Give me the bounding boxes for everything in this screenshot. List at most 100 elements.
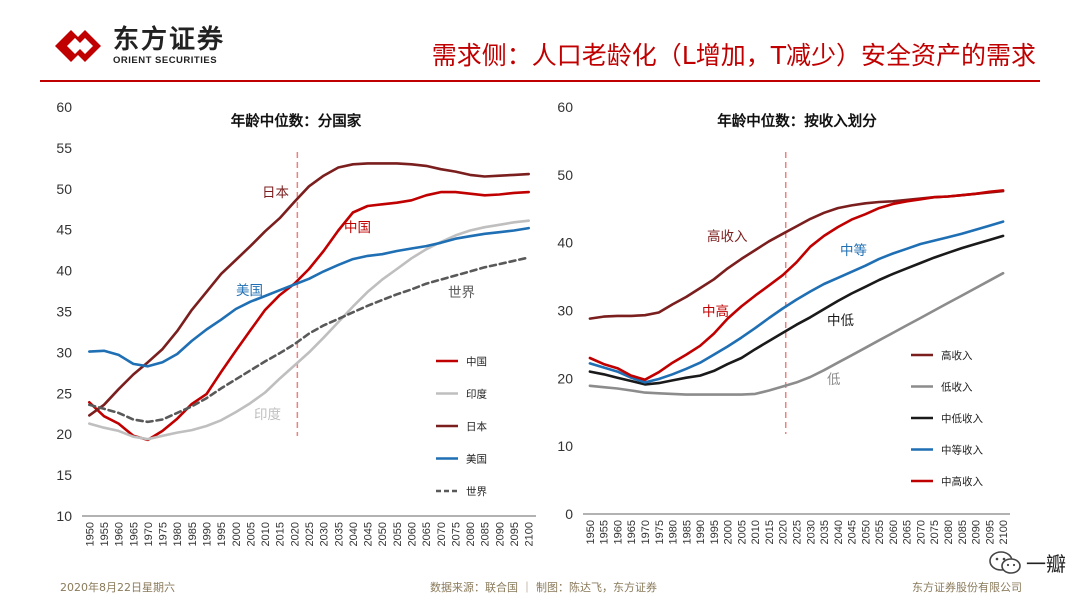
x-tick-label: 1990 xyxy=(201,522,213,546)
watermark: 一瓣 xyxy=(988,548,1066,577)
x-tick-label: 1995 xyxy=(709,520,721,544)
y-tick-label: 10 xyxy=(56,508,72,524)
legend-label: 高收入 xyxy=(941,349,973,362)
series-annotation: 中高 xyxy=(702,303,729,320)
x-tick-label: 1965 xyxy=(128,522,140,546)
chart-title: 年龄中位数：按收入划分 xyxy=(717,112,877,130)
x-tick-label: 2090 xyxy=(494,522,506,546)
logo-chinese-name: 东方证券 xyxy=(113,24,226,55)
series-line-低收入 xyxy=(588,271,1005,396)
x-tick-label: 2000 xyxy=(723,520,735,544)
x-tick-label: 1985 xyxy=(681,520,693,544)
x-tick-label: 2050 xyxy=(377,522,389,546)
y-tick-label: 30 xyxy=(56,344,72,360)
y-tick-label: 20 xyxy=(56,426,72,442)
series-annotation: 日本 xyxy=(262,185,289,201)
series-annotation: 中国 xyxy=(344,220,371,236)
x-tick-label: 2025 xyxy=(304,522,316,546)
legend-label: 低收入 xyxy=(941,381,973,394)
series-line-日本 xyxy=(87,162,531,417)
legend-label: 中高收入 xyxy=(941,475,983,488)
x-tick-label: 2045 xyxy=(847,520,859,544)
series-annotation: 美国 xyxy=(236,283,263,299)
x-tick-label: 1955 xyxy=(99,522,111,546)
x-tick-label: 2010 xyxy=(750,520,762,544)
x-tick-label: 1960 xyxy=(114,522,126,546)
wechat-icon xyxy=(989,550,1021,574)
x-tick-label: 1950 xyxy=(84,522,96,546)
x-tick-label: 2100 xyxy=(524,522,536,546)
chart-title: 年龄中位数：分国家 xyxy=(231,112,362,130)
series-line-中高收入 xyxy=(588,189,1005,382)
legend-label: 印度 xyxy=(466,388,487,401)
legend-label: 世界 xyxy=(466,486,487,498)
x-tick-label: 2055 xyxy=(392,522,404,546)
y-tick-label: 15 xyxy=(56,467,72,483)
y-tick-label: 60 xyxy=(557,99,573,115)
y-tick-label: 50 xyxy=(56,181,72,197)
footer-date: 2020年8月22日星期六 xyxy=(60,581,175,594)
x-tick-label: 1955 xyxy=(599,520,611,544)
series-line-印度 xyxy=(87,219,531,441)
y-tick-label: 10 xyxy=(557,438,573,454)
x-tick-label: 2020 xyxy=(778,520,790,544)
x-tick-label: 1970 xyxy=(640,520,652,544)
x-tick-label: 1980 xyxy=(172,522,184,546)
x-tick-label: 2090 xyxy=(971,520,983,544)
x-tick-label: 1985 xyxy=(187,522,199,546)
x-tick-label: 2095 xyxy=(984,520,996,544)
x-tick-label: 1975 xyxy=(654,520,666,544)
series-line-中等收入 xyxy=(588,220,1005,384)
legend-label: 美国 xyxy=(466,453,487,466)
y-tick-label: 35 xyxy=(56,304,72,320)
x-tick-label: 1970 xyxy=(143,522,155,546)
x-tick-label: 2065 xyxy=(902,520,914,544)
x-tick-label: 2005 xyxy=(736,520,748,544)
x-tick-label: 2040 xyxy=(348,522,360,546)
y-tick-label: 25 xyxy=(56,385,72,401)
y-tick-label: 0 xyxy=(565,506,573,522)
y-tick-label: 40 xyxy=(557,235,573,251)
x-tick-label: 2015 xyxy=(275,522,287,546)
x-tick-label: 2080 xyxy=(943,520,955,544)
logo-english-name: ORIENT SECURITIES xyxy=(113,54,218,66)
x-tick-label: 1960 xyxy=(612,520,624,544)
x-tick-label: 2035 xyxy=(819,520,831,544)
legend-label: 中低收入 xyxy=(941,412,983,425)
x-tick-label: 1975 xyxy=(158,522,170,546)
x-tick-label: 2085 xyxy=(957,520,969,544)
x-tick-label: 1965 xyxy=(626,520,638,544)
x-tick-label: 2020 xyxy=(289,522,301,546)
logo: 东方证券 ORIENT SECURITIES xyxy=(55,26,225,66)
x-tick-label: 2015 xyxy=(764,520,776,544)
x-tick-label: 2095 xyxy=(509,522,521,546)
x-tick-label: 2070 xyxy=(436,522,448,546)
legend-label: 日本 xyxy=(466,420,487,433)
x-tick-label: 2005 xyxy=(245,522,257,546)
series-annotation: 中等 xyxy=(840,242,867,259)
x-tick-label: 2075 xyxy=(450,522,462,546)
orient-securities-logo-icon xyxy=(55,30,101,62)
x-tick-label: 2055 xyxy=(874,520,886,544)
x-tick-label: 2035 xyxy=(333,522,345,546)
series-annotation: 印度 xyxy=(254,407,281,423)
x-tick-label: 2040 xyxy=(833,520,845,544)
y-tick-label: 20 xyxy=(557,370,573,386)
series-annotation: 中低 xyxy=(827,313,855,329)
x-tick-label: 2045 xyxy=(363,522,375,546)
x-tick-label: 2030 xyxy=(805,520,817,544)
y-tick-label: 40 xyxy=(56,263,72,279)
x-tick-label: 2030 xyxy=(319,522,331,546)
series-line-美国 xyxy=(87,226,531,368)
legend-label: 中等收入 xyxy=(941,444,983,457)
slide-header: 东方证券 ORIENT SECURITIES 需求侧：人口老龄化（L增加，T减少… xyxy=(0,0,1080,80)
series-annotation: 世界 xyxy=(448,285,475,301)
y-tick-label: 30 xyxy=(557,303,573,319)
x-tick-label: 2000 xyxy=(231,522,243,546)
x-tick-label: 1980 xyxy=(668,520,680,544)
x-tick-label: 2025 xyxy=(792,520,804,544)
x-tick-label: 2100 xyxy=(998,520,1010,544)
x-tick-label: 2070 xyxy=(915,520,927,544)
